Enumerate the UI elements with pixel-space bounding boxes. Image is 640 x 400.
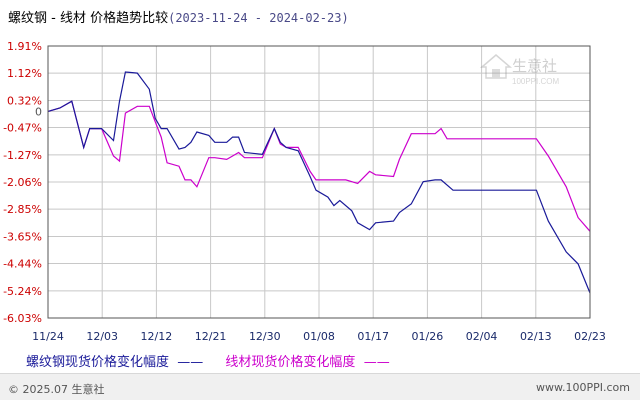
y-tick-label: 1.12% xyxy=(7,67,42,80)
legend-item-series2: 线材现货价格变化幅度 —— xyxy=(225,355,389,370)
y-tick-label: -5.24% xyxy=(3,285,42,298)
line-chart: 生意社 100PPI.COM 1.91% 1.12% 0.32%0 -0.47% -1.… xyxy=(3,40,606,343)
series-line-2 xyxy=(47,100,591,232)
house-icon xyxy=(479,54,513,79)
x-tick-label: 02/23 xyxy=(574,330,606,343)
y-tick-label: -6.03% xyxy=(3,312,42,325)
watermark-name: 生意社 xyxy=(512,57,557,75)
x-tick-label: 12/21 xyxy=(195,330,227,343)
legend-label-series1: 螺纹钢现货价格变化幅度 xyxy=(26,355,170,370)
x-tick-label: 02/04 xyxy=(466,330,498,343)
plot-frame xyxy=(47,45,591,319)
series-line-1 xyxy=(47,71,591,294)
x-tick-label: 01/26 xyxy=(412,330,444,343)
legend-label-series2: 线材现货价格变化幅度 xyxy=(225,355,356,370)
legend-item-series1: 螺纹钢现货价格变化幅度 —— xyxy=(26,355,203,370)
watermark-url: 100PPI.COM xyxy=(512,77,559,86)
x-tick-label: 12/03 xyxy=(86,330,118,343)
footer-copyright: © 2025.07 生意社 xyxy=(8,383,105,396)
chart-title: 螺纹钢 - 线材 价格趋势比较 xyxy=(8,11,169,26)
y-tick-label: -2.06% xyxy=(3,176,42,189)
series-lines xyxy=(47,71,591,294)
x-tick-label: 02/13 xyxy=(520,330,552,343)
x-tick-label: 01/17 xyxy=(357,330,389,343)
y-tick-label: 0 xyxy=(35,105,42,118)
footer-link[interactable]: www.100PPI.com xyxy=(536,381,630,394)
y-tick-label: -3.65% xyxy=(3,230,42,243)
y-tick-label: -1.27% xyxy=(3,149,42,162)
footer: © 2025.07 生意社 www.100PPI.com xyxy=(0,373,640,400)
legend: 螺纹钢现货价格变化幅度 —— 线材现货价格变化幅度 —— xyxy=(26,351,390,370)
y-tick-label: -2.85% xyxy=(3,203,42,216)
date-range: (2023-11-24 - 2024-02-23) xyxy=(168,11,349,25)
x-tick-label: 01/08 xyxy=(303,330,335,343)
chart-title-row: 螺纹钢 - 线材 价格趋势比较(2023-11-24 - 2024-02-23) xyxy=(8,7,349,26)
y-tick-label: -0.47% xyxy=(3,122,42,135)
y-tick-label: 1.91% xyxy=(7,40,42,53)
y-tick-label: -4.44% xyxy=(3,258,42,271)
door-icon xyxy=(492,69,500,78)
y-axis: 1.91% 1.12% 0.32%0 -0.47% -1.27% -2.06% -2.85%… xyxy=(3,40,42,325)
x-tick-label: 12/30 xyxy=(249,330,281,343)
x-tick-label: 12/12 xyxy=(141,330,173,343)
x-axis: 11/24 12/03 12/12 12/21 12/30 01/08 01/17 01/26… xyxy=(32,330,606,343)
y-tick-label: 0.32% xyxy=(7,94,42,107)
legend-swatch-series2: —— xyxy=(363,355,390,370)
x-tick-label: 11/24 xyxy=(32,330,64,343)
watermark-logo: 生意社 100PPI.COM xyxy=(479,54,559,86)
legend-swatch-series1: —— xyxy=(177,355,204,370)
grid xyxy=(47,45,591,319)
